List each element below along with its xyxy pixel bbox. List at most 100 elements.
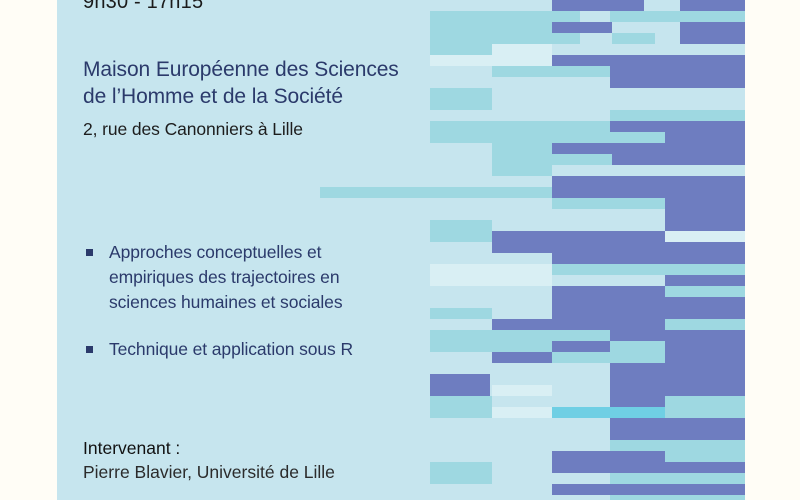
pattern-segment	[430, 462, 492, 473]
speaker-label: Intervenant :	[83, 438, 181, 458]
pattern-segment	[552, 0, 644, 11]
pattern-segment	[612, 154, 745, 165]
pattern-segment	[492, 143, 552, 154]
pattern-segment	[430, 330, 610, 341]
pattern-segment	[665, 352, 745, 363]
pattern-segment	[552, 176, 745, 187]
pattern-segment	[665, 363, 745, 374]
pattern-segment	[610, 473, 745, 484]
pattern-segment	[320, 187, 552, 198]
pattern-segment	[430, 374, 490, 385]
pattern-segment	[492, 407, 552, 418]
pattern-row	[57, 440, 745, 451]
pattern-row	[57, 209, 745, 220]
pattern-segment	[610, 110, 745, 121]
pattern-row	[57, 286, 745, 297]
pattern-segment	[430, 264, 552, 275]
pattern-segment	[552, 187, 745, 198]
pattern-segment	[430, 231, 492, 242]
bullet-square-icon	[86, 249, 93, 256]
pattern-row	[57, 429, 745, 440]
venue-address: 2, rue des Canonniers à Lille	[83, 119, 303, 139]
pattern-segment	[665, 286, 745, 297]
pattern-row	[57, 77, 745, 88]
pattern-segment	[665, 132, 745, 143]
venue-name: Maison Européenne des Sciences de l’Homm…	[83, 56, 399, 110]
pattern-row	[57, 66, 745, 77]
pattern-row	[57, 22, 745, 33]
topic-line: Technique et application sous R	[109, 339, 354, 359]
pattern-segment	[430, 99, 492, 110]
topic-line: sciences humaines et sociales	[109, 292, 343, 312]
pattern-segment	[552, 352, 612, 363]
pattern-segment	[665, 198, 745, 209]
pattern-segment	[492, 66, 552, 77]
decorative-bar-pattern	[57, 0, 745, 500]
pattern-segment	[492, 231, 552, 242]
pattern-segment	[665, 275, 745, 286]
pattern-row	[57, 275, 745, 286]
pattern-row	[57, 341, 745, 352]
pattern-segment	[612, 33, 655, 44]
pattern-segment	[610, 440, 745, 451]
pattern-row	[57, 0, 745, 11]
pattern-segment	[552, 143, 612, 154]
pattern-segment	[552, 297, 745, 308]
pattern-segment	[492, 165, 552, 176]
pattern-segment	[610, 121, 665, 132]
pattern-segment	[430, 473, 492, 484]
pattern-segment	[430, 11, 580, 22]
pattern-segment	[430, 88, 492, 99]
pattern-segment	[610, 132, 665, 143]
pattern-row	[57, 143, 745, 154]
pattern-row	[57, 396, 745, 407]
pattern-segment	[665, 418, 745, 429]
pattern-segment	[610, 429, 665, 440]
pattern-segment	[610, 363, 665, 374]
pattern-segment	[665, 451, 745, 462]
pattern-row	[57, 495, 745, 500]
pattern-segment	[430, 44, 492, 55]
pattern-segment	[552, 198, 665, 209]
pattern-segment	[680, 22, 745, 33]
pattern-segment	[665, 341, 745, 352]
pattern-segment	[492, 385, 552, 396]
pattern-segment	[552, 66, 610, 77]
pattern-segment	[610, 66, 745, 77]
pattern-segment	[665, 385, 745, 396]
pattern-segment	[552, 341, 612, 352]
pattern-segment	[492, 242, 552, 253]
pattern-segment	[552, 407, 612, 418]
pattern-segment	[430, 22, 580, 33]
pattern-row	[57, 198, 745, 209]
pattern-row	[57, 407, 745, 418]
topic-item: Technique et application sous R	[83, 337, 423, 362]
pattern-segment	[612, 407, 665, 418]
pattern-row	[57, 352, 745, 363]
pattern-segment	[552, 231, 665, 242]
pattern-segment	[430, 407, 492, 418]
pattern-segment	[430, 55, 552, 66]
pattern-segment	[552, 286, 665, 297]
speaker-name: Pierre Blavier, Université de Lille	[83, 462, 335, 482]
pattern-row	[57, 374, 745, 385]
pattern-row	[57, 99, 745, 110]
pattern-row	[57, 308, 745, 319]
pattern-row	[57, 264, 745, 275]
pattern-row	[57, 418, 745, 429]
venue-line-2: de l’Homme et de la Société	[83, 85, 343, 108]
pattern-segment	[665, 209, 745, 220]
pattern-segment	[610, 374, 665, 385]
pattern-row	[57, 363, 745, 374]
venue-line-1: Maison Européenne des Sciences	[83, 58, 399, 81]
topic-item: Approches conceptuelles et empiriques des…	[83, 240, 423, 315]
pattern-segment	[492, 319, 552, 330]
pattern-row	[57, 154, 745, 165]
pattern-segment	[610, 330, 665, 341]
pattern-segment	[665, 242, 745, 253]
pattern-segment	[430, 396, 492, 407]
pattern-segment	[430, 121, 610, 132]
pattern-row	[57, 231, 745, 242]
pattern-segment	[610, 352, 665, 363]
